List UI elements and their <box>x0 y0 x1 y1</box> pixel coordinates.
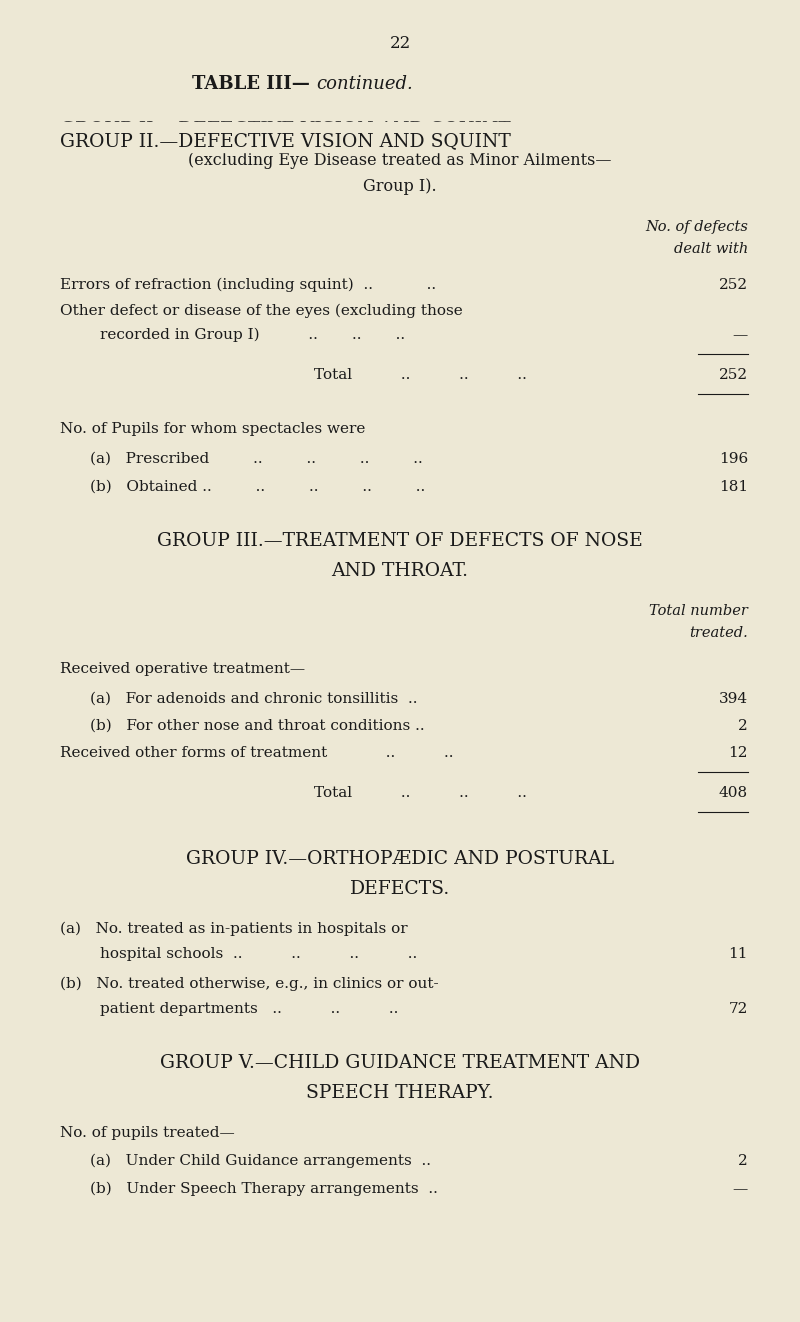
Text: AND THROAT.: AND THROAT. <box>331 562 469 580</box>
Text: Received operative treatment—: Received operative treatment— <box>60 662 305 676</box>
Text: Other defect or disease of the eyes (excluding those: Other defect or disease of the eyes (exc… <box>60 304 462 319</box>
Text: —: — <box>733 328 748 342</box>
Text: TABLE III—: TABLE III— <box>192 75 310 93</box>
Text: continued.: continued. <box>316 75 413 93</box>
Text: Group I).: Group I). <box>363 178 437 196</box>
Text: dealt with: dealt with <box>674 242 748 256</box>
Text: —continued.: —continued. <box>484 75 598 93</box>
Text: recorded in Group I)          ..       ..       ..: recorded in Group I) .. .. .. <box>100 328 405 342</box>
Text: No. of Pupils for whom spectacles were: No. of Pupils for whom spectacles were <box>60 422 366 436</box>
Text: GROUP II.—DEFECTIVE VISION AND SQUINT: GROUP II.—DEFECTIVE VISION AND SQUINT <box>60 120 510 137</box>
Text: No. of defects: No. of defects <box>645 219 748 234</box>
Text: SPEECH THERAPY.: SPEECH THERAPY. <box>306 1084 494 1103</box>
Text: —: — <box>733 1182 748 1196</box>
Text: 2: 2 <box>738 719 748 732</box>
Text: 408: 408 <box>719 787 748 800</box>
Text: 252: 252 <box>719 368 748 382</box>
Text: Total          ..          ..          ..: Total .. .. .. <box>314 368 526 382</box>
Text: (a)   For adenoids and chronic tonsillitis  ..: (a) For adenoids and chronic tonsillitis… <box>90 691 457 706</box>
Text: 394: 394 <box>719 691 748 706</box>
Text: (b)   Obtained ..         ..         ..         ..         ..: (b) Obtained .. .. .. .. .. <box>90 480 426 494</box>
Text: GROUP III.—TREATMENT OF DEFECTS OF NOSE: GROUP III.—TREATMENT OF DEFECTS OF NOSE <box>157 531 643 550</box>
Text: 11: 11 <box>729 947 748 961</box>
Text: (b)   Under Speech Therapy arrangements  ..: (b) Under Speech Therapy arrangements .. <box>90 1182 458 1196</box>
Text: 196: 196 <box>718 452 748 465</box>
Text: GROUP II.—DEFECTIVE VISION AND SQUINT: GROUP II.—DEFECTIVE VISION AND SQUINT <box>60 132 510 149</box>
Text: 252: 252 <box>719 278 748 292</box>
Text: 2: 2 <box>738 1154 748 1169</box>
Bar <box>100 59 700 95</box>
Text: (a)   No. treated as in-patients in hospitals or: (a) No. treated as in-patients in hospit… <box>60 921 408 936</box>
Text: patient departments   ..          ..          ..: patient departments .. .. .. <box>100 1002 398 1017</box>
Text: 181: 181 <box>719 480 748 494</box>
Text: (b)   No. treated otherwise, e.g., in clinics or out-: (b) No. treated otherwise, e.g., in clin… <box>60 977 438 992</box>
Text: 12: 12 <box>729 746 748 760</box>
Text: (a)   Prescribed         ..         ..         ..         ..: (a) Prescribed .. .. .. .. <box>90 452 422 465</box>
Text: No. of pupils treated—: No. of pupils treated— <box>60 1126 234 1140</box>
Text: treated.: treated. <box>690 627 748 640</box>
Bar <box>50 122 760 152</box>
Text: GROUP IV.—ORTHOPÆDIC AND POSTURAL: GROUP IV.—ORTHOPÆDIC AND POSTURAL <box>186 850 614 869</box>
Text: TABLE III—: TABLE III— <box>341 75 459 93</box>
Text: 22: 22 <box>390 34 410 52</box>
Text: GROUP V.—CHILD GUIDANCE TREATMENT AND: GROUP V.—CHILD GUIDANCE TREATMENT AND <box>160 1054 640 1072</box>
Text: Total          ..          ..          ..: Total .. .. .. <box>314 787 526 800</box>
Text: Total number: Total number <box>649 604 748 617</box>
Text: (excluding Eye Disease treated as Minor Ailments—: (excluding Eye Disease treated as Minor … <box>188 152 612 169</box>
Text: Received other forms of treatment            ..          ..: Received other forms of treatment .. .. <box>60 746 454 760</box>
Text: 72: 72 <box>729 1002 748 1017</box>
Text: Errors of refraction (including squint)  ..           ..: Errors of refraction (including squint) … <box>60 278 436 292</box>
Text: (b)   For other nose and throat conditions ..: (b) For other nose and throat conditions… <box>90 719 458 732</box>
Text: (a)   Under Child Guidance arrangements  ..: (a) Under Child Guidance arrangements .. <box>90 1154 455 1169</box>
Text: DEFECTS.: DEFECTS. <box>350 880 450 898</box>
Text: hospital schools  ..          ..          ..          ..: hospital schools .. .. .. .. <box>100 947 418 961</box>
